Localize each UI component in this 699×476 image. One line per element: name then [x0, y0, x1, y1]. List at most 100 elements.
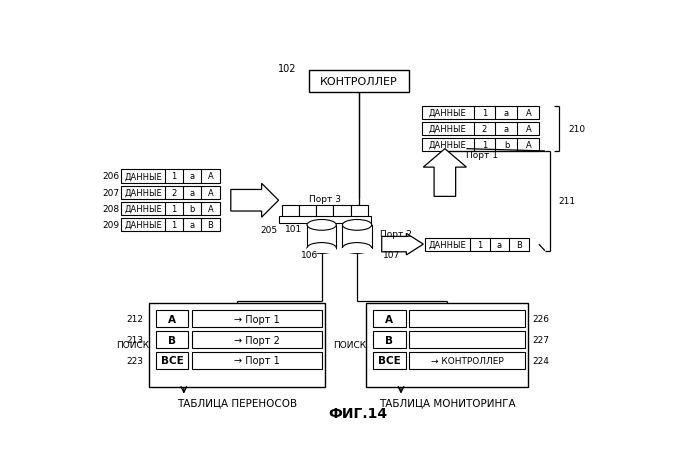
Bar [343, 226, 372, 248]
Text: 102: 102 [278, 64, 296, 74]
Bar [421, 106, 540, 119]
Text: 1: 1 [171, 172, 176, 181]
Bar [316, 206, 333, 218]
Text: 107: 107 [383, 250, 401, 259]
Text: B: B [385, 335, 394, 345]
Ellipse shape [307, 243, 336, 254]
Bar [192, 352, 322, 369]
Bar [122, 170, 219, 183]
Text: a: a [189, 172, 194, 181]
Text: ДАННЫЕ: ДАННЫЕ [428, 124, 466, 133]
Text: ВСЕ: ВСЕ [161, 356, 184, 366]
Bar [278, 217, 371, 224]
Bar [410, 311, 525, 327]
Bar [410, 331, 525, 348]
Text: ФИГ.14: ФИГ.14 [329, 406, 388, 420]
Bar [156, 352, 189, 369]
Text: Порт 1: Порт 1 [466, 151, 498, 160]
Bar [373, 331, 405, 348]
Text: 208: 208 [102, 204, 119, 213]
Text: A: A [385, 314, 394, 324]
Text: Порт 3: Порт 3 [309, 195, 340, 204]
Text: 2: 2 [482, 124, 487, 133]
Text: ВСЕ: ВСЕ [378, 356, 401, 366]
Text: 211: 211 [559, 197, 576, 206]
Text: A: A [526, 109, 531, 117]
Text: b: b [504, 140, 509, 149]
Text: → Порт 2: → Порт 2 [234, 335, 280, 345]
Text: → Порт 1: → Порт 1 [234, 314, 280, 324]
Bar [299, 206, 316, 218]
Bar [307, 226, 336, 248]
Text: A: A [168, 314, 176, 324]
Text: B: B [168, 335, 176, 345]
Polygon shape [424, 149, 466, 197]
Text: 212: 212 [126, 315, 143, 324]
Bar [156, 331, 189, 348]
Text: ДАННЫЕ: ДАННЫЕ [428, 109, 466, 117]
Text: 1: 1 [477, 240, 483, 249]
Bar [373, 352, 405, 369]
Bar [425, 238, 528, 251]
Text: a: a [189, 220, 194, 229]
Text: 213: 213 [126, 336, 143, 344]
Text: 106: 106 [301, 250, 318, 259]
Bar [366, 303, 528, 387]
Text: 223: 223 [126, 356, 143, 365]
Bar [192, 311, 322, 327]
Text: 207: 207 [102, 188, 119, 197]
Text: ПОИСК: ПОИСК [115, 341, 149, 350]
Bar [410, 352, 525, 369]
Text: a: a [504, 124, 509, 133]
Bar [156, 311, 189, 327]
Text: A: A [208, 204, 213, 213]
Bar [122, 218, 219, 231]
Text: КОНТРОЛЛЕР: КОНТРОЛЛЕР [319, 77, 398, 87]
Text: 206: 206 [102, 172, 119, 181]
Text: B: B [516, 240, 521, 249]
Text: A: A [208, 172, 213, 181]
Bar [351, 206, 368, 218]
Text: Порт 2: Порт 2 [380, 229, 412, 238]
Text: ДАННЫЕ: ДАННЫЕ [124, 172, 162, 181]
Text: A: A [208, 188, 213, 197]
Text: 224: 224 [532, 356, 549, 365]
Bar [192, 331, 322, 348]
Text: a: a [497, 240, 502, 249]
Text: 101: 101 [285, 225, 303, 234]
Text: ДАННЫЕ: ДАННЫЕ [124, 204, 162, 213]
Text: ДАННЫЕ: ДАННЫЕ [428, 240, 466, 249]
Bar [149, 303, 325, 387]
Ellipse shape [343, 220, 372, 231]
Text: ДАННЫЕ: ДАННЫЕ [124, 188, 162, 197]
Text: a: a [504, 109, 509, 117]
Text: ДАННЫЕ: ДАННЫЕ [428, 140, 466, 149]
Bar [282, 206, 299, 218]
Bar [343, 248, 372, 254]
Polygon shape [382, 234, 424, 255]
Text: → КОНТРОЛЛЕР: → КОНТРОЛЛЕР [431, 356, 503, 365]
Ellipse shape [307, 220, 336, 231]
Text: 226: 226 [532, 315, 549, 324]
Text: 1: 1 [482, 109, 487, 117]
Text: A: A [526, 140, 531, 149]
Bar [307, 248, 336, 254]
Text: ТАБЛИЦА МОНИТОРИНГА: ТАБЛИЦА МОНИТОРИНГА [379, 398, 515, 408]
Text: 205: 205 [260, 226, 277, 235]
Bar [373, 311, 405, 327]
Text: 1: 1 [171, 204, 176, 213]
Bar [308, 71, 409, 92]
Ellipse shape [343, 243, 372, 254]
Bar [122, 186, 219, 199]
Bar [122, 202, 219, 216]
Text: 209: 209 [102, 220, 119, 229]
Bar [421, 139, 540, 152]
Text: 1: 1 [482, 140, 487, 149]
Text: ПОИСК: ПОИСК [333, 341, 366, 350]
Text: 210: 210 [568, 124, 585, 133]
Text: 1: 1 [171, 220, 176, 229]
Text: A: A [526, 124, 531, 133]
Text: a: a [189, 188, 194, 197]
Text: ТАБЛИЦА ПЕРЕНОСОВ: ТАБЛИЦА ПЕРЕНОСОВ [177, 398, 297, 408]
Bar [333, 206, 351, 218]
